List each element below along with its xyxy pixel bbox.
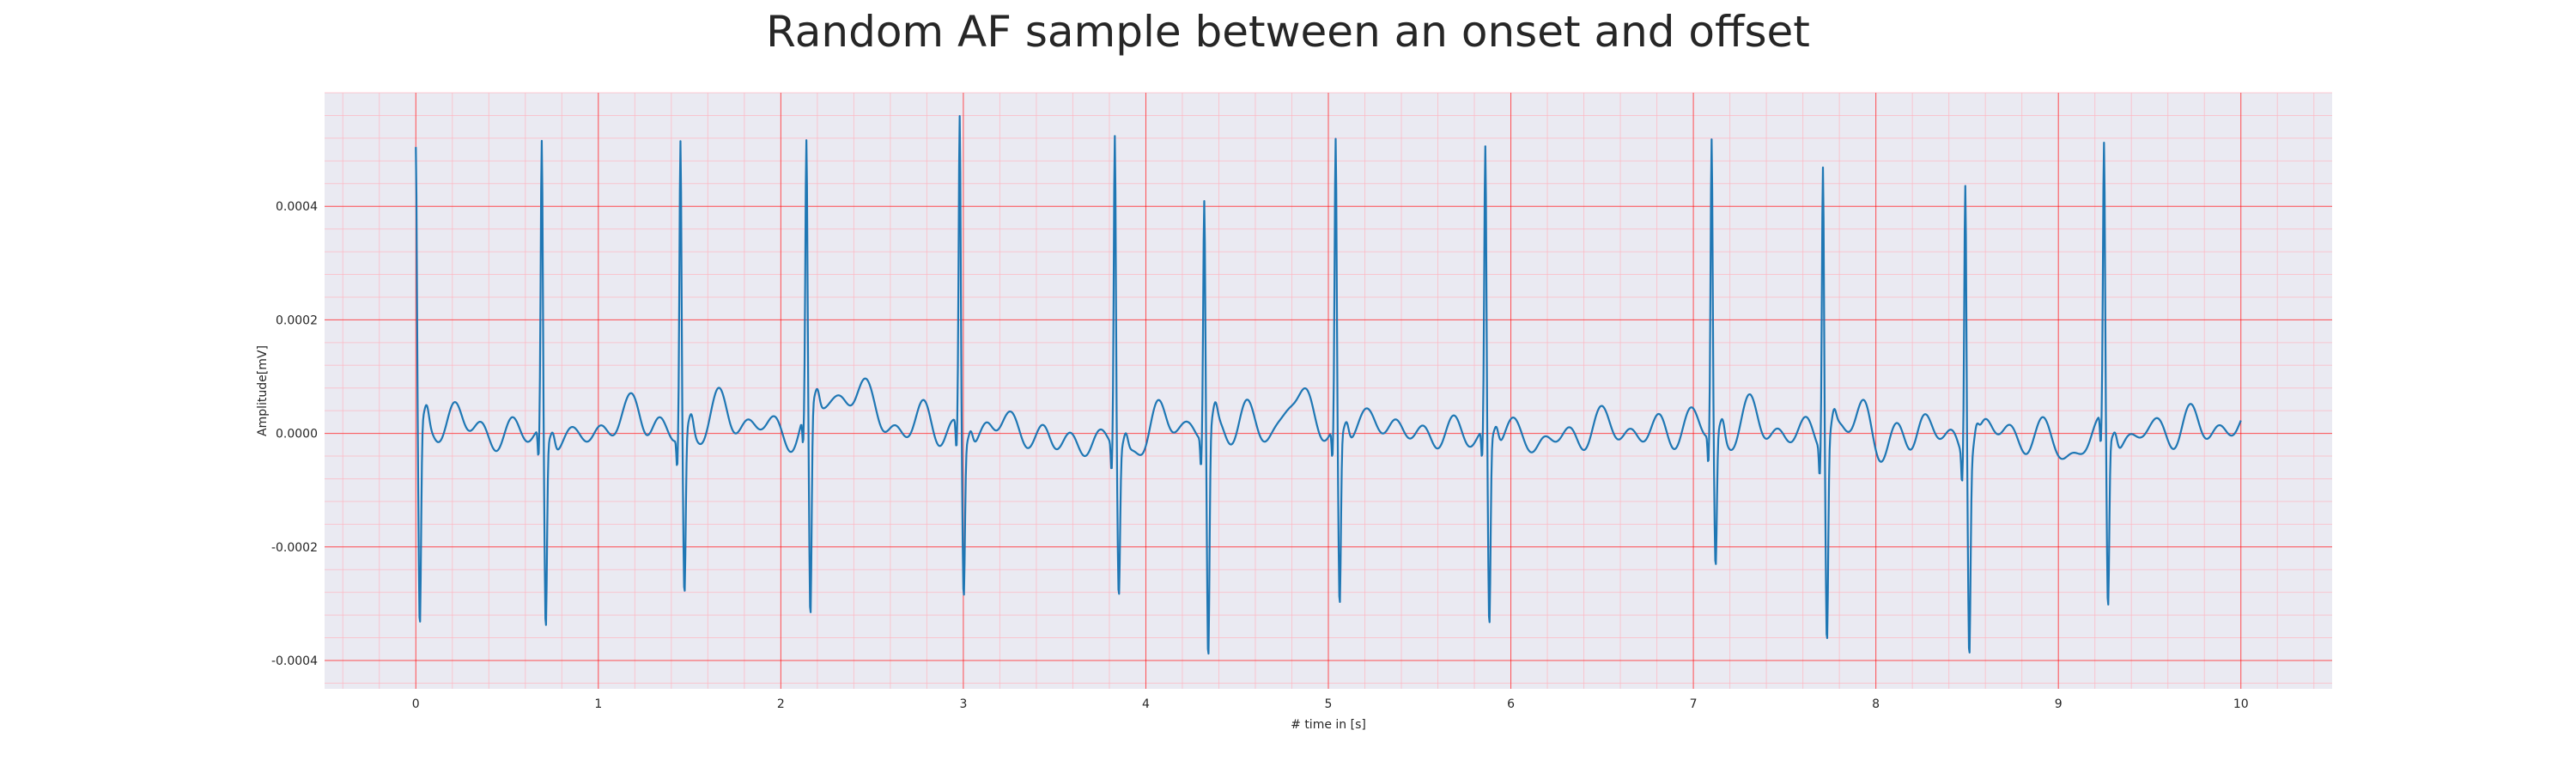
ecg-series-line	[415, 114, 2242, 655]
x-tick-label: 2	[777, 697, 785, 711]
x-axis-ticks: 0 1 2 3 4 5 6 7 8 9 10	[412, 697, 2249, 711]
x-axis-label: # time in [s]	[1291, 718, 1366, 732]
y-tick-label: 0.0000	[276, 428, 318, 441]
series-layer	[415, 114, 2242, 655]
x-tick-label: 7	[1690, 697, 1698, 711]
x-tick-label: 6	[1507, 697, 1515, 711]
x-tick-label: 0	[412, 697, 420, 711]
chart-title: Random AF sample between an onset and of…	[766, 7, 1810, 57]
x-tick-label: 5	[1325, 697, 1333, 711]
y-tick-label: 0.0004	[276, 200, 318, 214]
y-axis-ticks: -0.0004 -0.0002 0.0000 0.0002 0.0004	[271, 200, 318, 668]
y-tick-label: -0.0004	[271, 654, 318, 668]
y-axis-label: Amplitude[mV]	[256, 345, 270, 436]
x-tick-label: 8	[1872, 697, 1880, 711]
y-tick-label: 0.0002	[276, 313, 318, 327]
x-tick-label: 3	[959, 697, 967, 711]
x-tick-label: 4	[1142, 697, 1150, 711]
x-tick-label: 1	[594, 697, 602, 711]
x-tick-label: 9	[2055, 697, 2063, 711]
x-tick-label: 10	[2233, 697, 2249, 711]
y-tick-label: -0.0002	[271, 541, 318, 555]
